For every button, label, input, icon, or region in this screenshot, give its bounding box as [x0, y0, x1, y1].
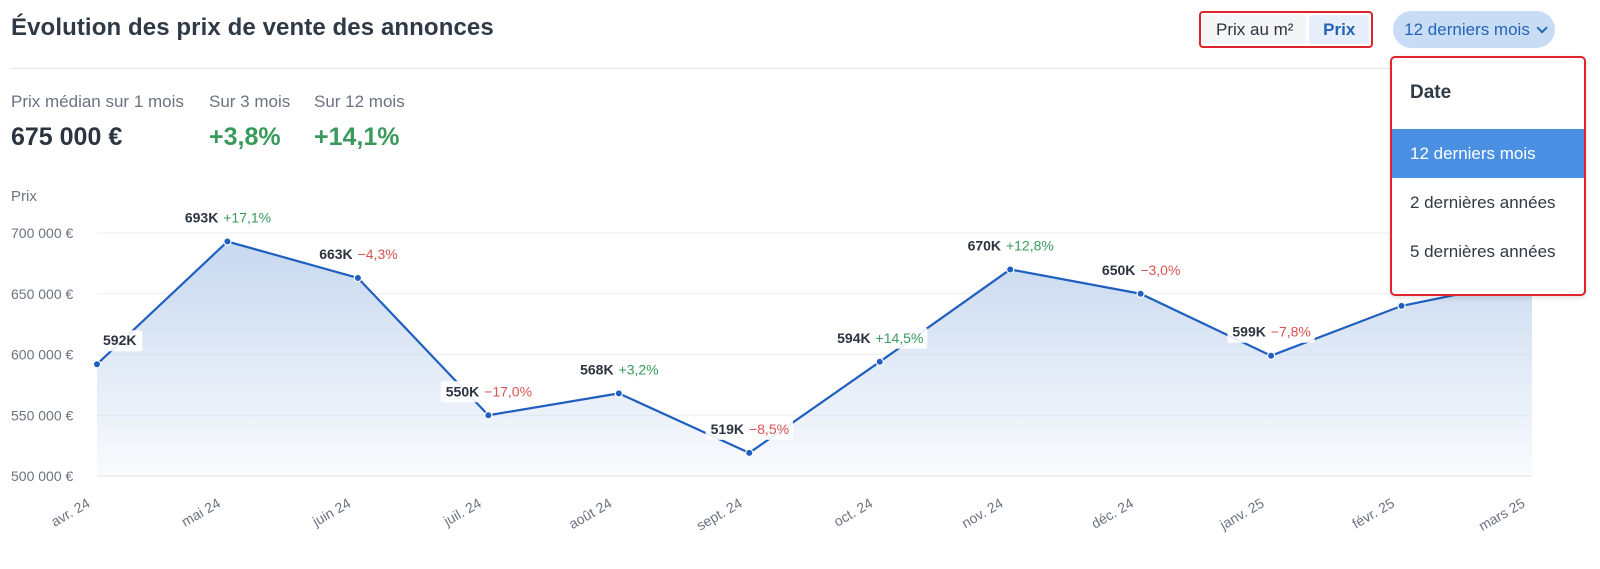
data-label-bg	[705, 418, 793, 440]
data-point	[92, 360, 102, 369]
data-label-value: 519K	[711, 421, 744, 437]
data-point	[484, 411, 493, 420]
data-label-bg	[98, 330, 143, 352]
data-label-change: +17,1%	[223, 210, 271, 226]
x-tick-label: déc. 24	[1088, 495, 1136, 532]
data-label-bg	[962, 235, 1058, 257]
dropdown-header: Date	[1410, 82, 1452, 103]
stat-value: +3,8%	[209, 123, 281, 151]
x-tick-label: mars 25	[1476, 495, 1528, 534]
data-point	[1266, 351, 1276, 360]
x-tick-label: mai 24	[179, 495, 224, 530]
dropdown-option-12-months[interactable]: 12 derniers mois	[1392, 129, 1584, 178]
data-point	[1136, 289, 1145, 298]
data-label-value: 650K	[1102, 262, 1135, 278]
data-label-value: 594K	[837, 330, 870, 346]
data-point	[614, 389, 624, 398]
stat-12-months: Sur 12 mois +14,1%	[314, 92, 405, 152]
x-tick-label: févr. 25	[1349, 495, 1397, 532]
data-point	[1397, 301, 1406, 311]
data-label-value: 592K	[103, 332, 136, 348]
y-tick-label: 700 000 €	[11, 225, 73, 241]
data-label-change: −8,5%	[749, 421, 789, 437]
x-tick-label: avr. 24	[48, 495, 93, 530]
stat-value: +14,1%	[314, 123, 400, 151]
stat-label: Sur 3 mois	[209, 92, 291, 111]
data-label-value: 599K	[1232, 324, 1265, 340]
period-dropdown-menu: Date 12 derniers mois 2 dernières années…	[1390, 56, 1586, 296]
data-point	[223, 237, 232, 246]
data-point	[875, 357, 884, 366]
stat-label: Prix médian sur 1 mois	[11, 92, 184, 111]
y-tick-label: 550 000 €	[11, 407, 73, 423]
data-label-change: −3,0%	[1140, 262, 1180, 278]
stat-value: 675 000 €	[11, 123, 123, 151]
page-title: Évolution des prix de vente des annonces	[11, 14, 494, 41]
y-axis-title: Prix	[11, 188, 37, 205]
data-label-value: 568K	[580, 361, 613, 377]
x-tick-label: juin 24	[309, 495, 354, 530]
x-tick-label: janv. 25	[1216, 495, 1267, 533]
dropdown-option-2-years[interactable]: 2 dernières années	[1410, 192, 1556, 212]
header-divider	[11, 68, 1551, 69]
y-tick-label: 500 000 €	[11, 468, 73, 484]
data-label-value: 663K	[319, 246, 352, 262]
data-label-change: −7,8%	[1271, 324, 1311, 340]
data-label-value: 693K	[185, 210, 218, 226]
dropdown-option-5-years[interactable]: 5 dernières années	[1410, 241, 1556, 261]
data-label-value: 670K	[968, 237, 1001, 253]
toggle-prix-au-m2[interactable]: Prix au m²	[1203, 15, 1307, 44]
period-dropdown-button[interactable]: 12 derniers mois	[1393, 11, 1555, 48]
x-tick-label: nov. 24	[959, 495, 1006, 531]
data-label-change: +12,8%	[1006, 237, 1054, 253]
data-point	[353, 273, 363, 283]
data-label-bg	[1096, 259, 1185, 281]
data-label-change: +14,5%	[876, 330, 924, 346]
area-fill	[97, 241, 1532, 476]
data-label-value: 550K	[446, 383, 479, 399]
x-tick-label: juil. 24	[440, 495, 484, 530]
data-label-bg	[832, 327, 928, 349]
y-tick-label: 650 000 €	[11, 286, 73, 302]
y-tick-label: 600 000 €	[11, 347, 73, 363]
x-tick-label: août 24	[566, 495, 615, 532]
data-label-change: −17,0%	[484, 383, 532, 399]
data-label-bg	[179, 207, 276, 229]
data-label-bg	[440, 381, 536, 403]
data-label-bg	[1227, 321, 1315, 343]
stat-3-months: Sur 3 mois +3,8%	[209, 92, 290, 152]
data-label-bg	[314, 243, 402, 265]
toggle-prix[interactable]: Prix	[1309, 15, 1369, 44]
stat-median-1-month: Prix médian sur 1 mois 675 000 €	[11, 92, 184, 152]
x-tick-label: sept. 24	[694, 495, 745, 534]
data-label-bg	[575, 359, 663, 381]
x-tick-label: oct. 24	[831, 495, 876, 530]
period-dropdown-label: 12 derniers mois	[1404, 19, 1530, 39]
stat-label: Sur 12 mois	[314, 92, 405, 111]
price-mode-toggle[interactable]: Prix au m² Prix	[1199, 11, 1373, 48]
data-point	[1005, 265, 1015, 274]
series-line	[96, 240, 1533, 455]
data-point	[745, 448, 754, 458]
data-label-change: +3,2%	[619, 361, 659, 377]
data-label-change: −4,3%	[358, 246, 398, 262]
